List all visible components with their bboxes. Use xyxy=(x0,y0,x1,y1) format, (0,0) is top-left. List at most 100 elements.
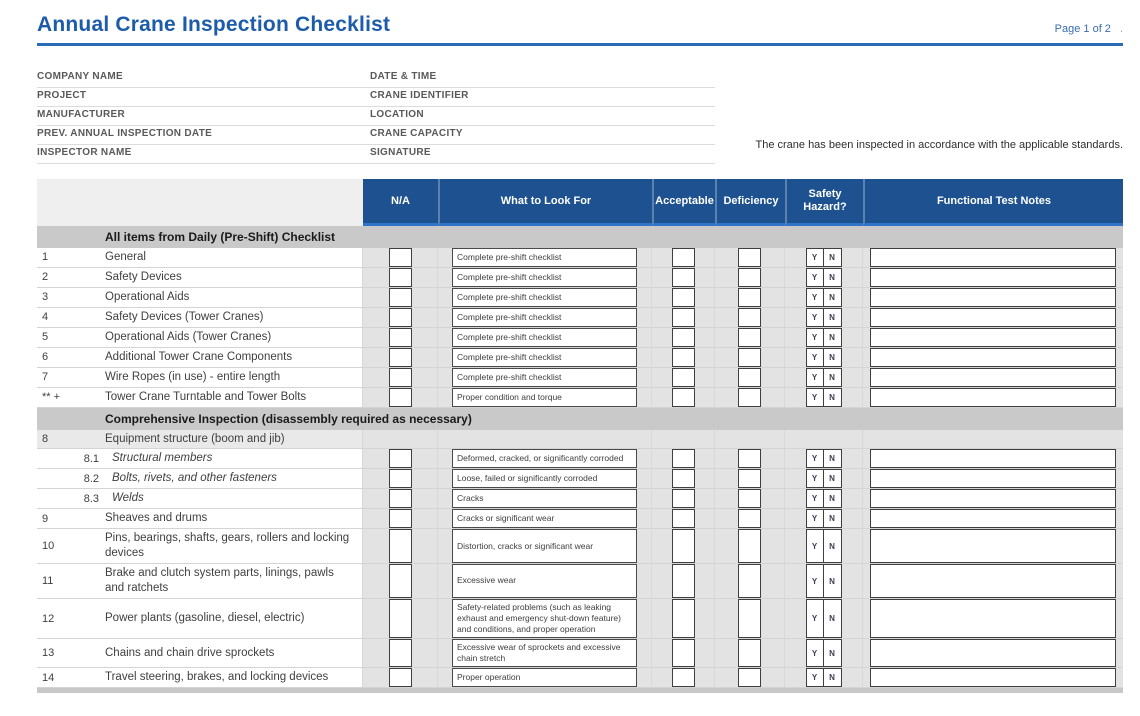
acceptable-checkbox[interactable] xyxy=(671,449,695,469)
acceptable-checkbox[interactable] xyxy=(671,387,695,407)
deficiency-checkbox[interactable] xyxy=(738,267,761,287)
functional-test-notes-input[interactable] xyxy=(870,529,1116,564)
hazard-yes-checkbox[interactable]: Y xyxy=(805,509,824,529)
acceptable-checkbox[interactable] xyxy=(671,287,695,307)
acceptable-checkbox[interactable] xyxy=(671,668,695,688)
deficiency-checkbox[interactable] xyxy=(738,668,761,688)
na-checkbox[interactable] xyxy=(388,598,412,639)
hazard-no-checkbox[interactable]: N xyxy=(823,639,842,668)
hazard-yes-checkbox[interactable]: Y xyxy=(805,598,824,639)
na-checkbox[interactable] xyxy=(388,489,412,509)
deficiency-checkbox[interactable] xyxy=(738,598,761,639)
na-checkbox[interactable] xyxy=(388,248,412,267)
na-checkbox[interactable] xyxy=(388,529,412,564)
acceptable-checkbox[interactable] xyxy=(671,509,695,529)
acceptable-checkbox[interactable] xyxy=(671,248,695,267)
hazard-yes-checkbox[interactable]: Y xyxy=(805,469,824,489)
functional-test-notes-input[interactable] xyxy=(870,327,1116,347)
na-checkbox[interactable] xyxy=(388,327,412,347)
na-checkbox[interactable] xyxy=(388,387,412,407)
acceptable-checkbox[interactable] xyxy=(671,327,695,347)
acceptable-checkbox[interactable] xyxy=(671,529,695,564)
functional-test-notes-input[interactable] xyxy=(870,509,1116,529)
na-checkbox[interactable] xyxy=(388,469,412,489)
hazard-yes-checkbox[interactable]: Y xyxy=(805,564,824,598)
hazard-no-checkbox[interactable]: N xyxy=(823,307,842,327)
hazard-no-checkbox[interactable]: N xyxy=(823,469,842,489)
acceptable-checkbox[interactable] xyxy=(671,598,695,639)
hazard-yes-checkbox[interactable]: Y xyxy=(805,367,824,387)
deficiency-checkbox[interactable] xyxy=(738,367,761,387)
na-checkbox[interactable] xyxy=(388,267,412,287)
hazard-no-checkbox[interactable]: N xyxy=(823,387,842,407)
deficiency-checkbox[interactable] xyxy=(738,489,761,509)
functional-test-notes-input[interactable] xyxy=(870,598,1116,639)
functional-test-notes-input[interactable] xyxy=(870,248,1116,267)
acceptable-checkbox[interactable] xyxy=(671,469,695,489)
hazard-yes-checkbox[interactable]: Y xyxy=(805,529,824,564)
hazard-no-checkbox[interactable]: N xyxy=(823,489,842,509)
functional-test-notes-input[interactable] xyxy=(870,489,1116,509)
functional-test-notes-input[interactable] xyxy=(870,469,1116,489)
functional-test-notes-input[interactable] xyxy=(870,564,1116,598)
na-checkbox[interactable] xyxy=(388,307,412,327)
hazard-no-checkbox[interactable]: N xyxy=(823,367,842,387)
hazard-yes-checkbox[interactable]: Y xyxy=(805,248,824,267)
hazard-no-checkbox[interactable]: N xyxy=(823,598,842,639)
na-checkbox[interactable] xyxy=(388,564,412,598)
acceptable-checkbox[interactable] xyxy=(671,307,695,327)
deficiency-checkbox[interactable] xyxy=(738,347,761,367)
deficiency-checkbox[interactable] xyxy=(738,248,761,267)
acceptable-checkbox[interactable] xyxy=(671,267,695,287)
acceptable-checkbox[interactable] xyxy=(671,347,695,367)
hazard-yes-checkbox[interactable]: Y xyxy=(805,387,824,407)
functional-test-notes-input[interactable] xyxy=(870,287,1116,307)
deficiency-checkbox[interactable] xyxy=(738,287,761,307)
acceptable-checkbox[interactable] xyxy=(671,489,695,509)
hazard-yes-checkbox[interactable]: Y xyxy=(805,307,824,327)
hazard-no-checkbox[interactable]: N xyxy=(823,267,842,287)
functional-test-notes-input[interactable] xyxy=(870,367,1116,387)
hazard-yes-checkbox[interactable]: Y xyxy=(805,449,824,469)
meta-field-left-input[interactable] xyxy=(37,88,367,106)
deficiency-checkbox[interactable] xyxy=(738,509,761,529)
hazard-no-checkbox[interactable]: N xyxy=(823,509,842,529)
acceptable-checkbox[interactable] xyxy=(671,367,695,387)
hazard-no-checkbox[interactable]: N xyxy=(823,248,842,267)
na-checkbox[interactable] xyxy=(388,367,412,387)
hazard-no-checkbox[interactable]: N xyxy=(823,287,842,307)
functional-test-notes-input[interactable] xyxy=(870,449,1116,469)
acceptable-checkbox[interactable] xyxy=(671,564,695,598)
functional-test-notes-input[interactable] xyxy=(870,668,1116,688)
na-checkbox[interactable] xyxy=(388,347,412,367)
hazard-yes-checkbox[interactable]: Y xyxy=(805,347,824,367)
na-checkbox[interactable] xyxy=(388,287,412,307)
deficiency-checkbox[interactable] xyxy=(738,564,761,598)
deficiency-checkbox[interactable] xyxy=(738,639,761,668)
hazard-no-checkbox[interactable]: N xyxy=(823,668,842,688)
acceptable-checkbox[interactable] xyxy=(671,639,695,668)
hazard-yes-checkbox[interactable]: Y xyxy=(805,287,824,307)
deficiency-checkbox[interactable] xyxy=(738,469,761,489)
hazard-no-checkbox[interactable]: N xyxy=(823,449,842,469)
deficiency-checkbox[interactable] xyxy=(738,387,761,407)
functional-test-notes-input[interactable] xyxy=(870,307,1116,327)
hazard-yes-checkbox[interactable]: Y xyxy=(805,327,824,347)
hazard-no-checkbox[interactable]: N xyxy=(823,564,842,598)
hazard-no-checkbox[interactable]: N xyxy=(823,347,842,367)
hazard-no-checkbox[interactable]: N xyxy=(823,327,842,347)
hazard-yes-checkbox[interactable]: Y xyxy=(805,267,824,287)
functional-test-notes-input[interactable] xyxy=(870,267,1116,287)
functional-test-notes-input[interactable] xyxy=(870,347,1116,367)
na-checkbox[interactable] xyxy=(388,509,412,529)
deficiency-checkbox[interactable] xyxy=(738,529,761,564)
hazard-no-checkbox[interactable]: N xyxy=(823,529,842,564)
hazard-yes-checkbox[interactable]: Y xyxy=(805,639,824,668)
deficiency-checkbox[interactable] xyxy=(738,327,761,347)
na-checkbox[interactable] xyxy=(388,449,412,469)
na-checkbox[interactable] xyxy=(388,668,412,688)
functional-test-notes-input[interactable] xyxy=(870,639,1116,668)
deficiency-checkbox[interactable] xyxy=(738,307,761,327)
deficiency-checkbox[interactable] xyxy=(738,449,761,469)
hazard-yes-checkbox[interactable]: Y xyxy=(805,668,824,688)
